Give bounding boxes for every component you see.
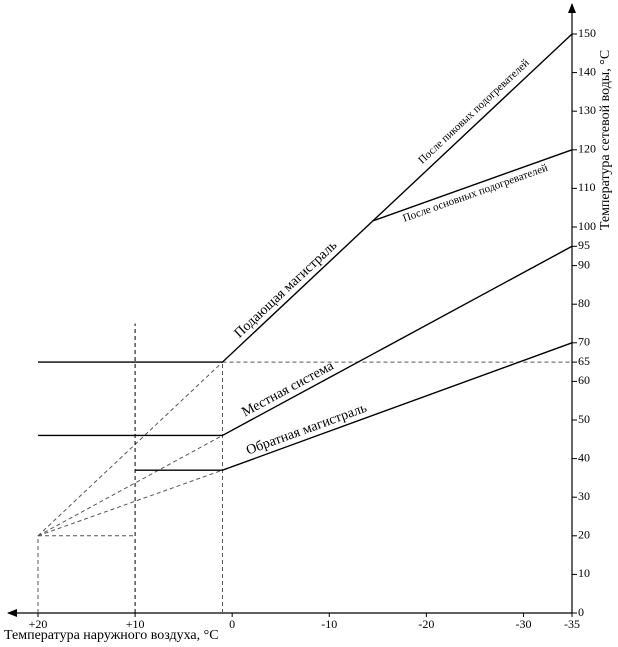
y-tick-label: 50: [578, 412, 590, 426]
series-line: [38, 245, 573, 437]
y-tick-label: 95: [578, 238, 590, 252]
x-tick-label: 0: [229, 617, 235, 631]
y-tick-label: 0: [578, 605, 584, 619]
x-tick-label: -10: [321, 617, 337, 631]
y-tick-label: 150: [578, 26, 596, 40]
annotation: После пиковых подогревателей: [416, 57, 532, 167]
y-tick-label: 90: [578, 257, 590, 271]
series-line: [38, 33, 573, 363]
x-tick-label: -20: [418, 617, 434, 631]
series-line: [372, 149, 573, 222]
x-tick-label: +10: [126, 617, 145, 631]
y-tick-label: 60: [578, 373, 590, 387]
y-tick-label: 10: [578, 566, 590, 580]
guide-line: [37, 435, 223, 537]
y-tick-label: 20: [578, 528, 590, 542]
y-axis-title: Температура сетевой воды, °С: [598, 50, 613, 230]
guide-line: [37, 469, 223, 537]
x-axis-title: Температура наружного воздуха, °С: [4, 628, 219, 643]
x-tick-label: -30: [515, 617, 531, 631]
series-label: После основных подогревателей: [401, 162, 549, 225]
y-tick-label: 120: [578, 142, 596, 156]
y-tick-label: 65: [578, 354, 590, 368]
x-tick-label: -35: [564, 617, 580, 631]
guide-line: [37, 361, 223, 537]
x-tick-label: +20: [29, 617, 48, 631]
y-tick-label: 80: [578, 296, 590, 310]
y-tick-label: 30: [578, 489, 590, 503]
y-tick-label: 130: [578, 103, 596, 117]
y-tick-label: 40: [578, 450, 590, 464]
y-tick-label: 100: [578, 219, 596, 233]
y-tick-label: 110: [578, 180, 596, 194]
series-line: [135, 342, 573, 471]
series-label: Местная система: [240, 358, 338, 420]
y-tick-label: 70: [578, 335, 590, 349]
y-tick-label: 140: [578, 64, 596, 78]
series-label: Подающая магистраль: [232, 238, 341, 341]
